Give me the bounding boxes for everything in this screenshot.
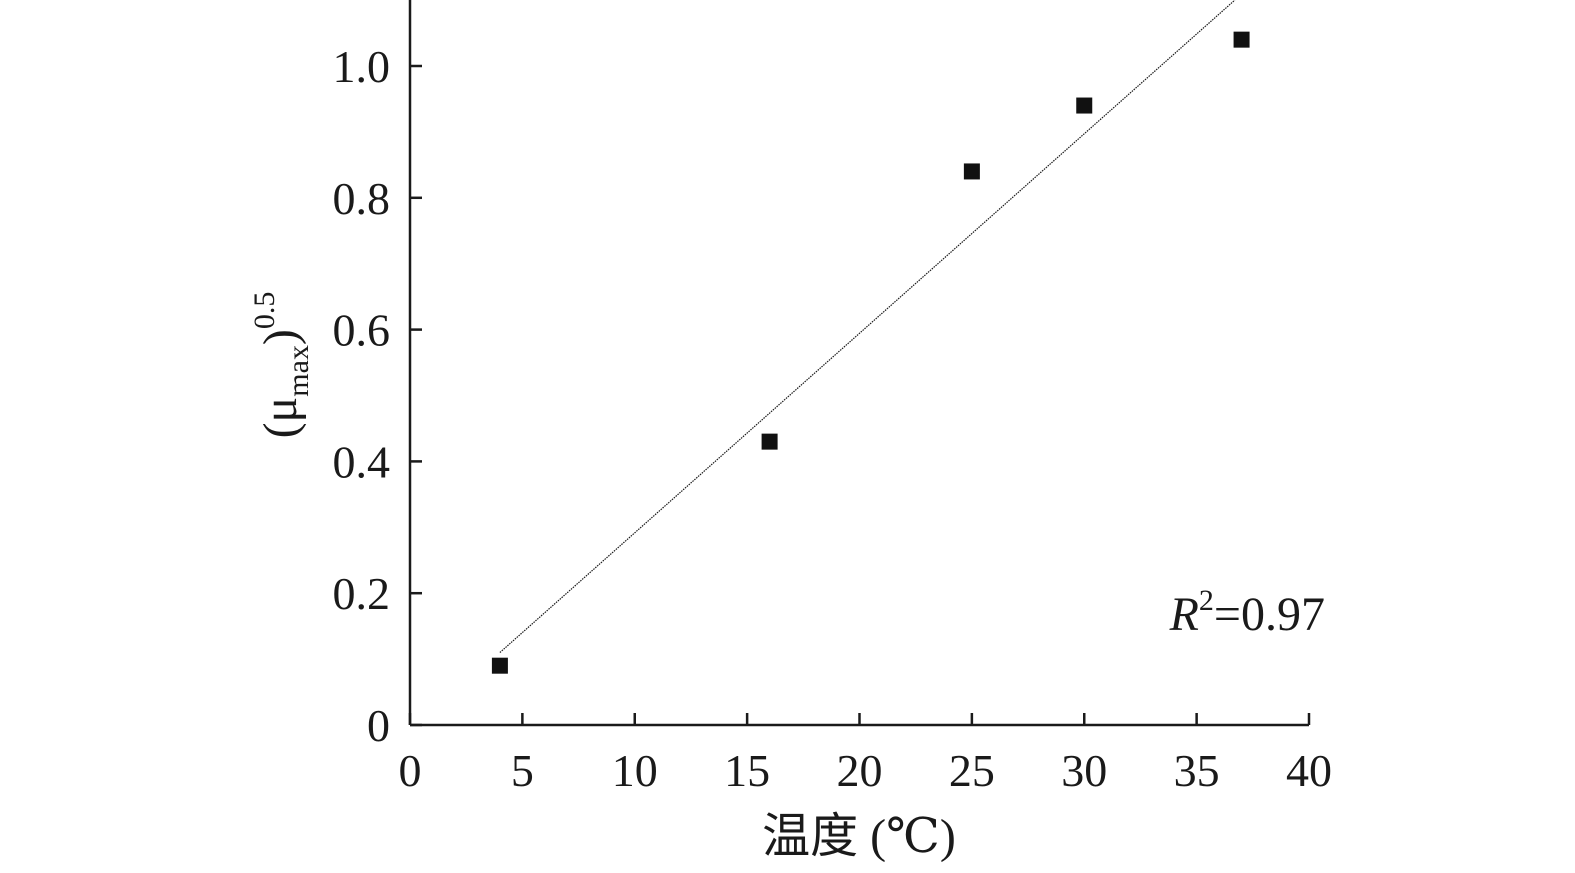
x-tick-label: 40 [1286, 745, 1332, 796]
y-tick-label: 0.8 [333, 173, 391, 224]
y-axis-title-superscript: 0.5 [248, 292, 281, 330]
data-point [963, 163, 980, 180]
x-ticks: 0 5 10 15 20 25 30 35 40 [399, 713, 1332, 796]
regression-line [499, 0, 1236, 653]
y-tick-label: 0.2 [333, 568, 391, 619]
y-axis-title-suffix: ) [254, 329, 307, 345]
y-axis-title: (μmax)0.5 [248, 292, 315, 439]
r-squared-annotation: R2=0.97 [1169, 584, 1325, 641]
x-tick-label: 35 [1174, 745, 1220, 796]
x-axis-title: 温度 (℃) [762, 810, 956, 863]
y-axis-title-prefix: (μ [254, 397, 307, 439]
y-tick-label: 1.0 [333, 41, 391, 92]
x-tick-label: 20 [837, 745, 883, 796]
data-point [491, 657, 508, 674]
r-squared-symbol: R [1169, 588, 1199, 641]
y-tick-label: 0.6 [333, 305, 391, 356]
x-tick-label: 15 [724, 745, 770, 796]
x-tick-label: 30 [1061, 745, 1107, 796]
x-tick-label: 0 [399, 745, 422, 796]
data-point [1233, 31, 1250, 48]
fit-line-group [499, 0, 1236, 653]
x-tick-label: 25 [949, 745, 995, 796]
data-point [1076, 97, 1093, 114]
data-point [761, 433, 778, 450]
y-ticks: 0 0.2 0.4 0.6 0.8 1.0 [333, 41, 422, 751]
y-tick-label: 0 [367, 700, 390, 751]
y-axis-title-subscript: max [282, 345, 315, 397]
y-tick-label: 0.4 [333, 436, 391, 487]
r-squared-value: =0.97 [1214, 588, 1325, 641]
r-squared-exponent: 2 [1199, 584, 1214, 617]
data-points [491, 31, 1250, 674]
x-tick-label: 10 [612, 745, 658, 796]
x-tick-label: 5 [511, 745, 534, 796]
